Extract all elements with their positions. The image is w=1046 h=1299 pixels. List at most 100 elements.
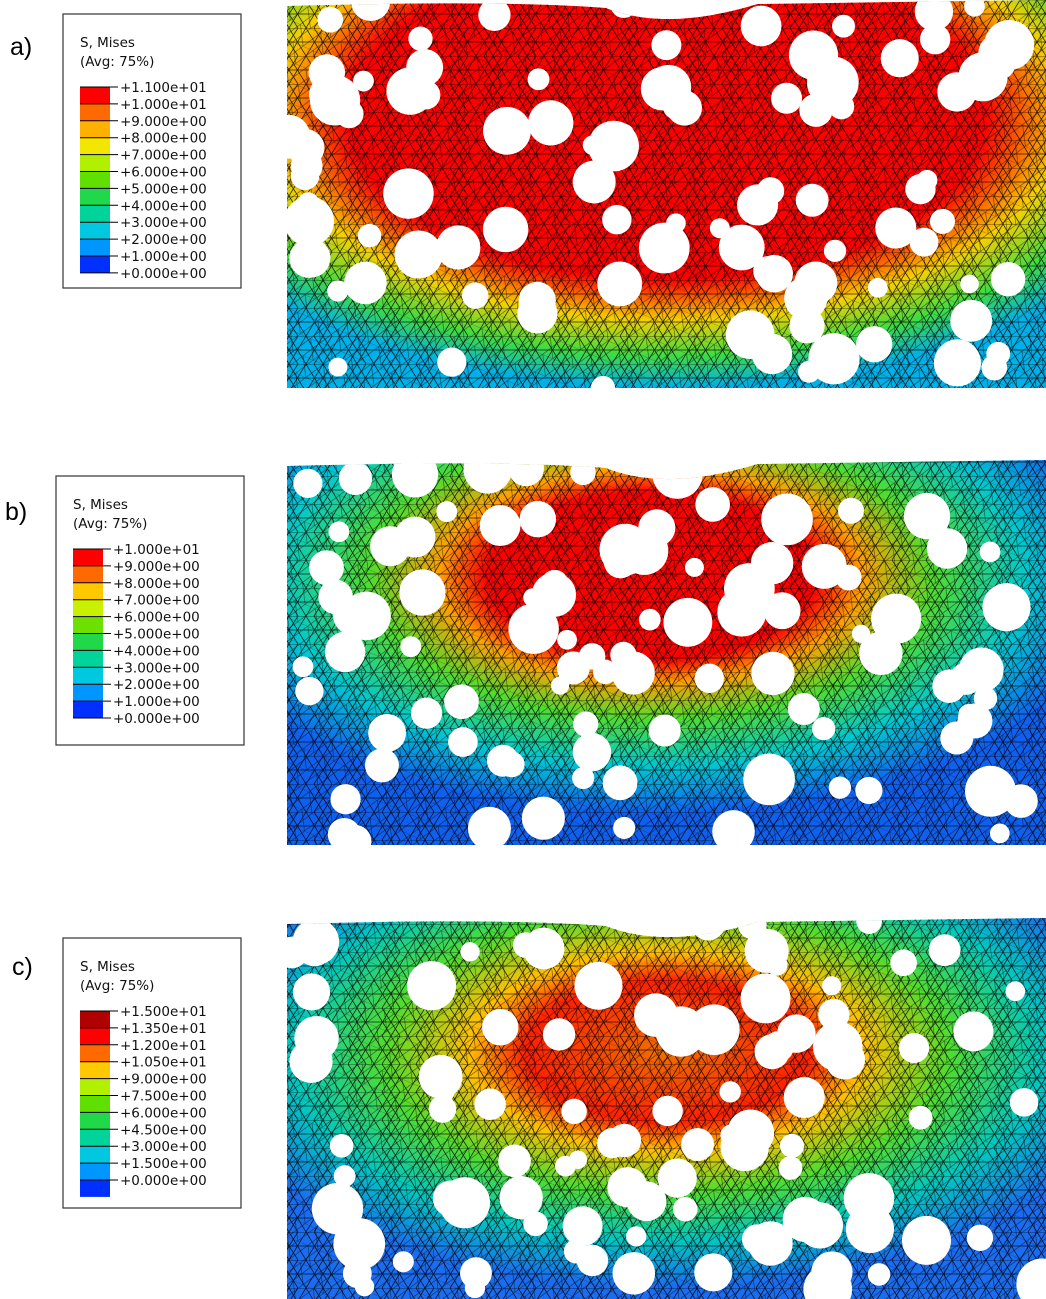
pore: [989, 823, 1010, 844]
pore: [646, 64, 692, 110]
pore: [400, 636, 422, 658]
legend-swatch: [80, 171, 110, 189]
pore: [400, 460, 424, 472]
pore: [856, 326, 893, 363]
pore: [926, 528, 968, 569]
pore: [309, 550, 344, 586]
pore: [292, 656, 314, 678]
pore: [287, 114, 311, 159]
pore: [474, 1088, 506, 1120]
legend-swatch: [73, 616, 103, 634]
legend-swatch: [80, 87, 110, 104]
pore: [482, 206, 529, 253]
legend-label: +1.000e+00: [113, 694, 200, 710]
legend-swatch: [80, 222, 110, 240]
legend-title: S, Mises: [80, 959, 135, 975]
legend-swatch: [80, 154, 110, 172]
legend-label: +7.000e+00: [113, 593, 200, 609]
pore: [949, 662, 982, 695]
pore: [663, 597, 713, 647]
legend-title: (Avg: 75%): [73, 516, 147, 532]
pore: [718, 224, 765, 271]
pore: [651, 30, 682, 61]
pore: [673, 1196, 698, 1222]
legend-label: +9.000e+00: [120, 1072, 207, 1088]
pore: [478, 0, 511, 31]
pore: [527, 68, 550, 91]
pore: [287, 196, 335, 247]
contour-plot: [287, 0, 1046, 388]
legend-title: S, Mises: [73, 497, 128, 513]
pore: [808, 333, 860, 385]
legend-label: +9.000e+00: [113, 559, 200, 575]
pore: [460, 942, 480, 962]
pore: [578, 643, 606, 670]
legend-label: +1.100e+01: [120, 80, 207, 96]
legend-swatch: [80, 1163, 110, 1180]
pore: [928, 934, 961, 967]
pore: [353, 70, 374, 92]
pore: [796, 1202, 844, 1249]
contour-plot: [287, 918, 1046, 1299]
pore: [479, 505, 521, 547]
legend-label: +3.000e+00: [120, 215, 207, 231]
pore: [799, 93, 833, 127]
pore: [973, 686, 998, 711]
legend-swatch: [73, 633, 103, 651]
pore: [754, 1034, 790, 1070]
pore: [890, 949, 917, 977]
legend-swatch: [80, 1011, 110, 1028]
legend-label: +1.500e+01: [120, 1004, 207, 1020]
legend-label: +5.000e+00: [113, 627, 200, 643]
legend-label: +4.500e+00: [120, 1122, 207, 1138]
pore: [803, 1264, 853, 1299]
legend-label: +1.000e+01: [113, 542, 200, 558]
pore: [901, 1215, 952, 1265]
pore: [582, 135, 603, 155]
pore: [464, 1277, 486, 1299]
pore: [499, 1176, 543, 1220]
pore: [787, 693, 820, 726]
pore: [634, 993, 678, 1037]
pore: [940, 721, 974, 755]
pore: [574, 961, 623, 1010]
pore: [778, 1156, 803, 1180]
pore: [568, 1150, 588, 1169]
pore: [327, 818, 361, 845]
pore: [448, 727, 478, 757]
pore: [344, 261, 387, 305]
pore: [712, 810, 755, 845]
panel-label: b): [5, 498, 27, 526]
pore: [436, 501, 458, 523]
pore: [439, 1177, 491, 1229]
pore: [540, 569, 569, 598]
pore: [603, 545, 638, 579]
pore: [626, 1226, 647, 1247]
panel: c) S, Mises (Avg: 75%) +1.500e+01+1.350e+01…: [12, 918, 1046, 1299]
pore: [463, 460, 512, 494]
pore: [444, 684, 479, 720]
pore: [392, 1251, 414, 1273]
pore: [929, 208, 956, 234]
legend-label: +0.000e+00: [120, 266, 207, 282]
pore: [980, 44, 1016, 81]
pore: [828, 776, 852, 799]
legend-label: +0.000e+00: [113, 711, 200, 727]
pore: [855, 776, 883, 805]
pore: [1009, 1088, 1039, 1117]
pore: [364, 748, 399, 783]
legend-swatch: [80, 188, 110, 206]
pore: [467, 806, 511, 845]
pore: [789, 308, 825, 344]
legend-label: +1.000e+00: [120, 249, 207, 265]
pore: [832, 14, 856, 38]
pore: [783, 1077, 825, 1119]
pore: [411, 80, 441, 110]
legend-swatch: [73, 549, 103, 566]
pore: [867, 1263, 891, 1286]
pore: [602, 765, 638, 801]
pore: [771, 82, 803, 114]
pore: [965, 765, 1016, 817]
pore: [657, 1158, 697, 1198]
pore: [342, 591, 391, 641]
